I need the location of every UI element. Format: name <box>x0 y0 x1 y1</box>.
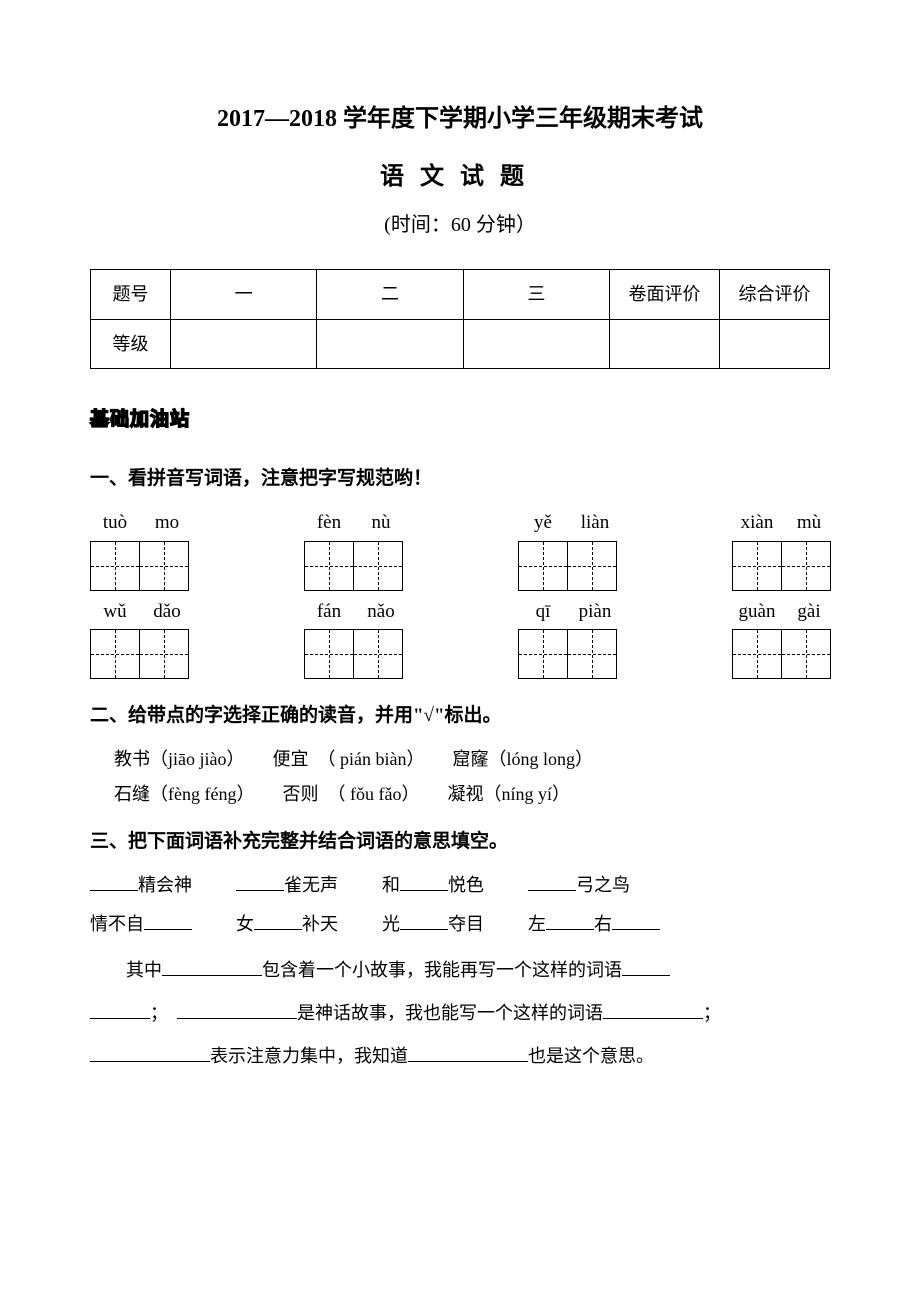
table-row: 等级 <box>91 319 830 369</box>
pinyin-label: fánnǎo <box>304 597 402 627</box>
section-badge: 基础加油站 <box>90 405 190 435</box>
pinyin-row: tuòmo fènnù yěliàn xiànmù <box>90 508 830 590</box>
pinyin-group: tuòmo <box>90 508 188 590</box>
tianzige-cell[interactable] <box>304 541 354 591</box>
pinyin-label: yěliàn <box>518 508 616 538</box>
q3-fill-row: 精会神 雀无声 和悦色 弓之鸟 <box>90 871 830 900</box>
page-subtitle: 语文试题 <box>90 158 830 196</box>
q2-section: 教书（jiāo jiào） 便宜 （ pián biàn） 窟窿（lóng lo… <box>90 745 830 809</box>
tianzige-cell[interactable] <box>90 541 140 591</box>
pinyin-label: tuòmo <box>90 508 188 538</box>
q2-item[interactable]: 石缝（fèng féng） <box>114 780 254 809</box>
col-header: 综合评价 <box>720 269 830 319</box>
timing-text: (时间：60 分钟） <box>90 209 830 241</box>
page-title: 2017—2018 学年度下学期小学三年级期末考试 <box>90 100 830 138</box>
q3-paragraph: 其中包含着一个小故事，我能再写一个这样的词语 ； 是神话故事，我也能写一个这样的… <box>90 949 830 1079</box>
pinyin-group: fènnù <box>304 508 402 590</box>
fill-blank[interactable] <box>622 958 670 976</box>
score-cell[interactable] <box>463 319 609 369</box>
fill-item[interactable]: 和悦色 <box>382 871 484 900</box>
col-header: 卷面评价 <box>610 269 720 319</box>
score-cell[interactable] <box>610 319 720 369</box>
row-label: 题号 <box>91 269 171 319</box>
col-header: 三 <box>463 269 609 319</box>
fill-blank[interactable] <box>162 958 262 976</box>
pinyin-label: xiànmù <box>732 508 830 538</box>
q1-heading: 一、看拼音写词语，注意把字写规范哟！ <box>90 464 830 494</box>
pinyin-group: fánnǎo <box>304 597 402 679</box>
pinyin-section: tuòmo fènnù yěliàn xiànmù wǔdǎo fánnǎo q… <box>90 508 830 679</box>
pinyin-label: fènnù <box>304 508 402 538</box>
tianzige-cell[interactable] <box>139 541 189 591</box>
q2-line: 教书（jiāo jiào） 便宜 （ pián biàn） 窟窿（lóng lo… <box>114 745 830 774</box>
pinyin-row: wǔdǎo fánnǎo qīpiàn guàngài <box>90 597 830 679</box>
fill-blank[interactable] <box>90 1044 210 1062</box>
tianzige-cell[interactable] <box>781 629 831 679</box>
pinyin-label: guàngài <box>732 597 830 627</box>
col-header: 一 <box>171 269 317 319</box>
q3-fill-row: 情不自 女补天 光夺目 左右 <box>90 910 830 939</box>
fill-item[interactable]: 光夺目 <box>382 910 484 939</box>
tianzige-cell[interactable] <box>567 629 617 679</box>
pinyin-group: guàngài <box>732 597 830 679</box>
score-table: 题号 一 二 三 卷面评价 综合评价 等级 <box>90 269 830 370</box>
q2-item[interactable]: 窟窿（lóng long） <box>452 745 593 774</box>
q2-item[interactable]: 便宜 （ pián biàn） <box>272 745 424 774</box>
fill-item[interactable]: 左右 <box>528 910 660 939</box>
tianzige-cell[interactable] <box>518 541 568 591</box>
tianzige-cell[interactable] <box>90 629 140 679</box>
pinyin-group: xiànmù <box>732 508 830 590</box>
fill-item[interactable]: 情不自 <box>90 910 192 939</box>
pinyin-group: qīpiàn <box>518 597 616 679</box>
pinyin-label: wǔdǎo <box>90 597 188 627</box>
score-cell[interactable] <box>171 319 317 369</box>
q2-item[interactable]: 凝视（níng yí） <box>447 780 570 809</box>
row-label: 等级 <box>91 319 171 369</box>
tianzige-cell[interactable] <box>353 629 403 679</box>
col-header: 二 <box>317 269 463 319</box>
fill-item[interactable]: 女补天 <box>236 910 338 939</box>
tianzige-cell[interactable] <box>781 541 831 591</box>
score-cell[interactable] <box>317 319 463 369</box>
score-cell[interactable] <box>720 319 830 369</box>
q2-item[interactable]: 教书（jiāo jiào） <box>114 745 244 774</box>
pinyin-group: wǔdǎo <box>90 597 188 679</box>
tianzige-cell[interactable] <box>732 541 782 591</box>
tianzige-cell[interactable] <box>567 541 617 591</box>
fill-blank[interactable] <box>603 1001 703 1019</box>
pinyin-label: qīpiàn <box>518 597 616 627</box>
fill-blank[interactable] <box>90 1001 150 1019</box>
fill-blank[interactable] <box>177 1001 297 1019</box>
table-row: 题号 一 二 三 卷面评价 综合评价 <box>91 269 830 319</box>
tianzige-cell[interactable] <box>732 629 782 679</box>
q3-heading: 三、把下面词语补充完整并结合词语的意思填空。 <box>90 827 830 857</box>
fill-item[interactable]: 精会神 <box>90 871 192 900</box>
pinyin-group: yěliàn <box>518 508 616 590</box>
tianzige-cell[interactable] <box>518 629 568 679</box>
q2-item[interactable]: 否则 （ fǒu fǎo） <box>282 780 419 809</box>
tianzige-cell[interactable] <box>139 629 189 679</box>
fill-blank[interactable] <box>408 1044 528 1062</box>
tianzige-cell[interactable] <box>304 629 354 679</box>
q2-heading: 二、给带点的字选择正确的读音，并用"√"标出。 <box>90 701 830 731</box>
fill-item[interactable]: 雀无声 <box>236 871 338 900</box>
q2-line: 石缝（fèng féng） 否则 （ fǒu fǎo） 凝视（níng yí） <box>114 780 830 809</box>
tianzige-cell[interactable] <box>353 541 403 591</box>
fill-item[interactable]: 弓之鸟 <box>528 871 630 900</box>
